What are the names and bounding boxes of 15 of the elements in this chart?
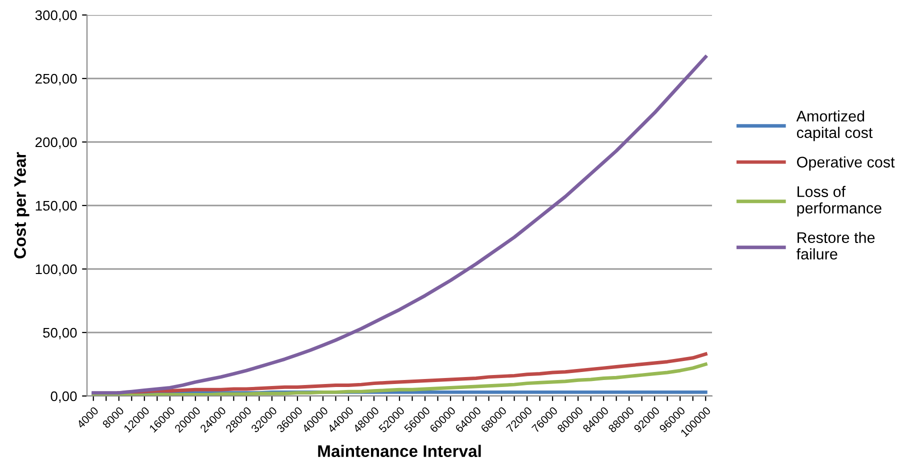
legend-label: Restore the failure <box>796 232 875 260</box>
y-tick-label: 200,00 <box>36 137 77 149</box>
y-tick-label: 50,00 <box>43 328 77 340</box>
line-series <box>92 55 708 395</box>
y-tick-label: 100,00 <box>36 264 77 276</box>
y-tick-label: 300,00 <box>35 10 77 22</box>
x-axis-title: Maintenance Interval <box>318 444 481 458</box>
y-tick-label: 150,00 <box>36 200 77 212</box>
y-tick-label: 250,00 <box>36 74 77 86</box>
y-tick-label: 0,00 <box>50 391 77 403</box>
legend-label: Operative cost <box>797 156 895 171</box>
legend-label: Amortized capital cost <box>796 110 873 142</box>
legend-label: Loss of performance <box>797 186 882 217</box>
y-axis-title: Cost per Year <box>14 152 30 258</box>
line-series <box>92 362 708 396</box>
